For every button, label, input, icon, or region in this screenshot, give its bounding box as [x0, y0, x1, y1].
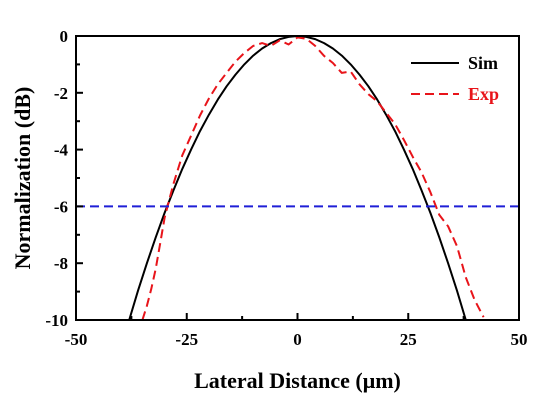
tick-labels: -50 -25 0 25 50 0 -2 -4 -6 -8 -10: [45, 27, 527, 349]
y-tick-label: -10: [45, 311, 68, 330]
x-tick-label: 0: [293, 330, 302, 349]
sim-curve: [128, 36, 467, 320]
x-tick-label: 25: [400, 330, 417, 349]
x-axis-title: Lateral Distance (μm): [194, 368, 401, 393]
y-axis-title: Normalization (dB): [10, 87, 35, 270]
x-tick-label: -25: [175, 330, 198, 349]
exp-curve: [141, 36, 485, 320]
legend: Sim Exp: [411, 53, 499, 104]
y-tick-label: -8: [54, 254, 68, 273]
plot-content: [76, 36, 519, 320]
x-tick-label: 50: [511, 330, 528, 349]
legend-exp-label: Exp: [468, 84, 499, 104]
y-tick-label: -2: [54, 84, 68, 103]
axis-ticks: [75, 35, 520, 321]
legend-sim-label: Sim: [468, 53, 498, 73]
y-tick-label: 0: [60, 27, 69, 46]
y-tick-label: -4: [54, 141, 69, 160]
y-tick-label: -6: [54, 197, 68, 216]
x-tick-label: -50: [65, 330, 88, 349]
